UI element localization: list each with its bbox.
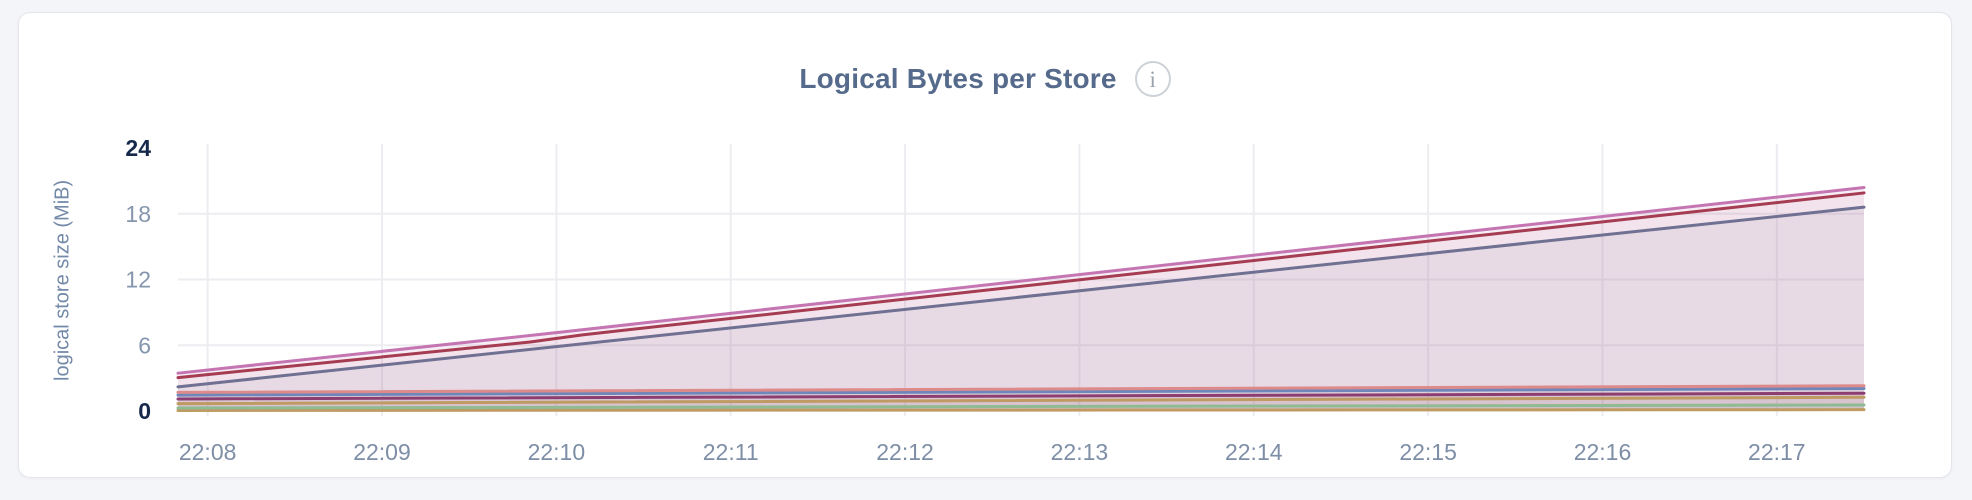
chart-title: Logical Bytes per Store xyxy=(799,63,1117,94)
x-tick-label: 22:15 xyxy=(1399,439,1457,465)
line-store-salmon xyxy=(176,384,1866,394)
chart-plot-area[interactable]: 0 6 12 18 24 22:08 22:09 22:10 22:11 22:12 22:13 22… xyxy=(19,13,1953,479)
area-store-darkred xyxy=(178,192,1864,411)
x-tick-label: 22:09 xyxy=(353,439,411,465)
y-tick-label: 12 xyxy=(125,267,151,293)
x-tick-label: 22:11 xyxy=(703,439,759,465)
line-store-green xyxy=(176,403,1866,410)
line-store-magenta xyxy=(176,391,1866,401)
x-tick-label: 22:08 xyxy=(179,439,237,465)
x-tick-label: 22:10 xyxy=(528,439,586,465)
line-store-blue xyxy=(176,387,1866,397)
y-tick-label: 18 xyxy=(125,201,151,227)
y-tick-label: 0 xyxy=(138,398,151,424)
line-store-darkred xyxy=(176,191,1866,380)
x-tick-label: 22:13 xyxy=(1051,439,1109,465)
line-store-orange-2 xyxy=(176,408,1866,412)
x-tick-label: 22:17 xyxy=(1748,439,1806,465)
y-tick-label: 24 xyxy=(125,135,151,161)
line-store-slate xyxy=(176,205,1866,389)
area-store-slate xyxy=(178,207,1864,411)
info-icon[interactable]: i xyxy=(1134,61,1171,97)
x-tick-label: 22:16 xyxy=(1574,439,1632,465)
info-icon-glyph: i xyxy=(1149,66,1156,92)
y-tick-label: 6 xyxy=(138,332,151,358)
area-store-pink xyxy=(178,187,1864,411)
x-tick-label: 22:12 xyxy=(876,439,934,465)
line-store-pink xyxy=(176,185,1866,375)
chart-header: Logical Bytes per Store i xyxy=(19,59,1951,99)
x-tick-label: 22:14 xyxy=(1225,439,1283,465)
chart-card: Logical Bytes per Store i logical store … xyxy=(18,12,1952,478)
line-store-orange xyxy=(176,395,1866,406)
